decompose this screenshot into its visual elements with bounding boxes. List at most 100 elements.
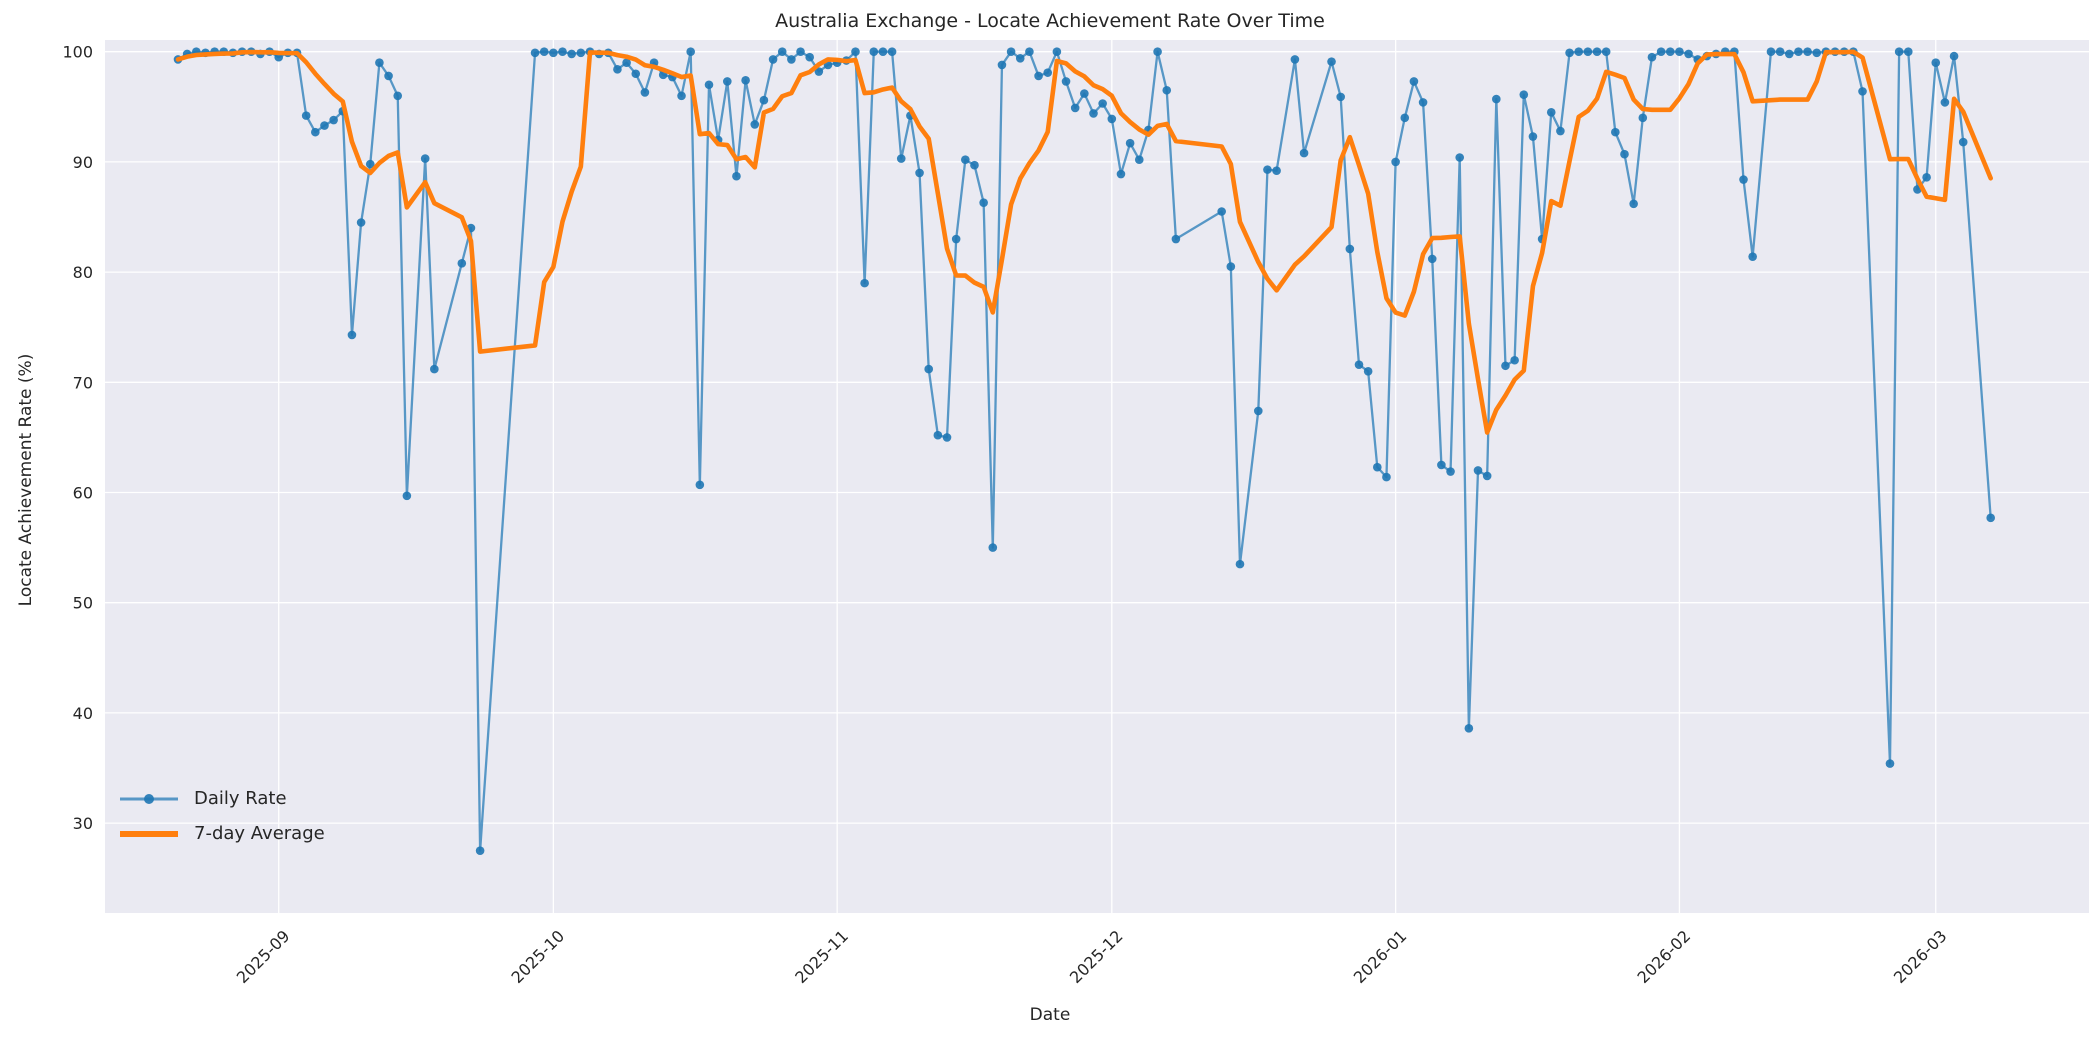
- daily-rate-marker: [1226, 262, 1236, 271]
- daily-rate-marker: [860, 278, 869, 288]
- chart-title: Australia Exchange - Locate Achievement …: [775, 10, 1325, 32]
- daily-rate-marker: [311, 127, 320, 137]
- daily-rate-marker: [1290, 55, 1300, 64]
- daily-rate-marker: [1171, 234, 1181, 244]
- daily-rate-marker: [558, 47, 567, 56]
- daily-rate-marker: [1940, 98, 1950, 107]
- daily-rate-marker: [1501, 361, 1510, 371]
- daily-rate-marker: [1894, 47, 1904, 56]
- daily-rate-marker: [768, 55, 778, 64]
- daily-rate-marker: [1327, 57, 1336, 66]
- daily-rate-marker: [1153, 47, 1162, 56]
- daily-rate-marker: [787, 55, 796, 64]
- daily-rate-marker: [1739, 175, 1748, 184]
- daily-rate-marker: [1922, 173, 1931, 182]
- daily-rate-marker: [1272, 166, 1281, 176]
- daily-rate-marker: [1958, 137, 1968, 147]
- x-tick-label: 2025-12: [1066, 926, 1127, 987]
- daily-rate-marker: [1574, 47, 1584, 56]
- daily-rate-marker: [759, 95, 769, 105]
- daily-rate-marker: [640, 88, 650, 97]
- daily-rate-marker: [1299, 148, 1309, 158]
- daily-rate-marker: [1409, 77, 1419, 86]
- y-tick-label: 40: [73, 704, 93, 723]
- legend-label-daily-rate: Daily Rate: [194, 788, 287, 809]
- x-tick-label: 2025-10: [507, 926, 568, 987]
- daily-rate-marker: [1107, 114, 1117, 124]
- daily-rate-marker: [887, 47, 897, 56]
- daily-rate-marker: [1363, 366, 1373, 376]
- daily-rate-marker: [1556, 126, 1565, 136]
- daily-rate-marker: [1043, 68, 1053, 77]
- daily-rate-legend-swatch: [120, 793, 178, 804]
- daily-rate-marker: [1382, 472, 1391, 482]
- daily-rate-marker: [1620, 149, 1629, 159]
- daily-rate-marker: [1656, 47, 1666, 56]
- daily-rate-marker: [1684, 49, 1693, 59]
- daily-rate-marker: [1629, 199, 1638, 209]
- daily-rate-marker: [961, 155, 970, 164]
- daily-rate-marker: [1400, 113, 1410, 123]
- daily-rate-marker: [1080, 89, 1089, 98]
- daily-rate-marker: [723, 77, 732, 86]
- daily-rate-marker: [420, 154, 430, 163]
- daily-rate-marker: [1885, 759, 1895, 768]
- daily-rate-marker: [1263, 165, 1272, 174]
- daily-rate-marker: [430, 364, 439, 374]
- daily-rate-marker: [320, 121, 329, 130]
- daily-rate-marker: [1546, 108, 1556, 117]
- daily-rate-marker: [1373, 462, 1382, 472]
- daily-rate-marker: [384, 71, 393, 81]
- y-tick-label: 100: [62, 43, 93, 62]
- daily-rate-marker: [695, 480, 705, 490]
- daily-rate-marker: [915, 168, 924, 178]
- daily-rate-marker: [933, 430, 943, 440]
- daily-rate-marker: [1437, 460, 1446, 470]
- daily-rate-marker: [1903, 47, 1913, 56]
- average-legend-swatch: [120, 830, 178, 837]
- y-tick-label: 30: [73, 814, 93, 833]
- daily-rate-marker: [970, 160, 979, 170]
- x-tick-label: 2026-01: [1350, 926, 1411, 987]
- daily-rate-marker: [777, 47, 787, 56]
- x-tick-label: 2025-11: [791, 926, 852, 987]
- daily-rate-marker: [732, 171, 741, 181]
- daily-rate-marker: [1949, 51, 1959, 61]
- legend-item-7day-average: 7-day Average: [118, 823, 325, 844]
- daily-rate-marker: [549, 48, 558, 58]
- daily-rate-marker: [539, 47, 549, 56]
- x-tick-label: 2026-02: [1634, 926, 1695, 987]
- x-axis-label: Date: [1029, 1005, 1071, 1025]
- daily-rate-marker: [576, 48, 586, 58]
- daily-rate-marker: [1611, 127, 1620, 137]
- daily-rate-marker: [1775, 47, 1785, 56]
- daily-rate-marker: [356, 218, 366, 227]
- daily-rate-marker: [796, 47, 805, 56]
- daily-rate-marker: [402, 491, 412, 501]
- daily-rate-marker: [741, 76, 750, 85]
- daily-rate-marker: [1217, 207, 1226, 216]
- daily-rate-marker: [1784, 49, 1794, 59]
- daily-rate-marker: [1134, 155, 1144, 164]
- daily-rate-marker: [1418, 98, 1428, 107]
- daily-rate-marker: [1464, 724, 1474, 733]
- legend-item-daily-rate: Daily Rate: [118, 788, 325, 809]
- daily-rate-marker: [1098, 99, 1107, 108]
- legend-label-7day-average: 7-day Average: [194, 823, 325, 844]
- y-tick-label: 60: [73, 484, 93, 503]
- y-tick-label: 90: [73, 153, 93, 172]
- daily-rate-marker: [475, 846, 485, 855]
- daily-rate-marker: [896, 154, 906, 163]
- daily-rate-marker: [530, 48, 540, 58]
- seven-day-average-line: [175, 49, 1993, 435]
- daily-rate-marker: [1336, 92, 1345, 102]
- daily-rate-marker: [805, 52, 814, 62]
- daily-rate-marker: [1510, 355, 1519, 365]
- daily-rate-marker: [631, 69, 641, 79]
- daily-rate-marker: [1665, 47, 1675, 56]
- daily-rate-marker: [1354, 360, 1364, 369]
- daily-rate-marker: [329, 115, 338, 125]
- daily-rate-marker: [1006, 47, 1016, 56]
- daily-rate-marker: [1162, 85, 1172, 95]
